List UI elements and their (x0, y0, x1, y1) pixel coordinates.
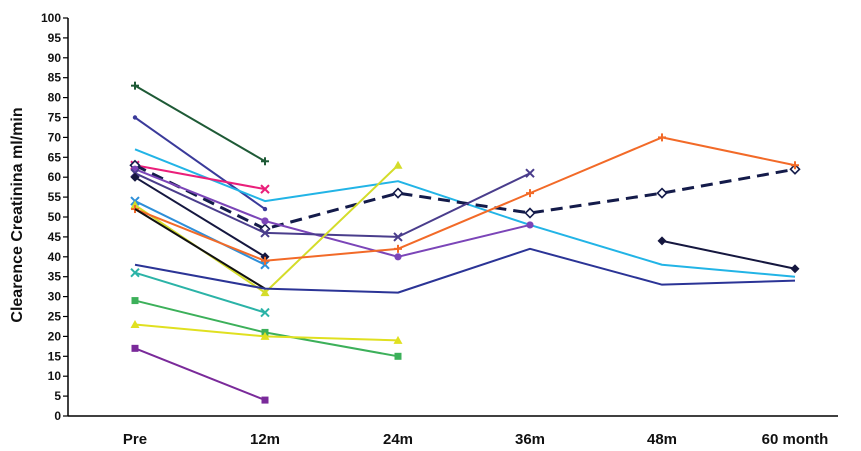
data-series (657, 236, 800, 274)
y-tick-label: 15 (48, 349, 62, 363)
series-line (134, 347, 266, 402)
y-axis-title: Clearence Creatinina ml/min (9, 107, 26, 322)
data-series (134, 148, 796, 278)
data-point (524, 207, 536, 219)
data-point (260, 288, 270, 297)
series-line (134, 176, 266, 258)
y-tick-label: 90 (48, 51, 62, 65)
series-line (134, 84, 266, 163)
data-point (130, 268, 140, 278)
series-line (134, 163, 796, 231)
x-axis-ticks: Pre 12m 24m 36m 48m 60 month (123, 431, 828, 448)
y-axis-ticks: 0 5 10 15 20 25 30 35 40 45 50 55 60 65 70 75 80 85 90 95 10… (41, 11, 68, 423)
y-tick-label: 60 (48, 170, 62, 184)
x-tick-label: Pre (123, 431, 147, 448)
x-tick-label: 48m (647, 431, 677, 448)
data-point (790, 264, 800, 274)
data-point (131, 81, 139, 90)
series-line (134, 164, 266, 191)
y-tick-label: 10 (48, 369, 62, 383)
y-tick-label: 55 (48, 190, 62, 204)
series-line (134, 271, 266, 314)
data-point (130, 200, 140, 209)
x-tick-label: 36m (515, 431, 545, 448)
y-tick-label: 70 (48, 130, 62, 144)
data-point (791, 161, 799, 170)
y-tick-label: 50 (48, 210, 62, 224)
y-tick-label: 30 (48, 290, 62, 304)
data-series (131, 344, 269, 404)
data-point (260, 228, 270, 238)
series-line (661, 239, 796, 270)
series-line (134, 148, 796, 278)
data-point (261, 256, 269, 265)
data-series (130, 319, 403, 344)
data-point (260, 331, 270, 340)
series-line (134, 116, 266, 210)
y-tick-label: 85 (48, 71, 62, 85)
data-series (131, 165, 534, 261)
data-point (130, 172, 140, 182)
data-point (394, 244, 402, 253)
data-point (261, 396, 269, 404)
y-tick-label: 75 (48, 111, 62, 125)
series-line (134, 247, 796, 294)
y-tick-label: 65 (48, 150, 62, 164)
data-point (132, 115, 138, 120)
series-line (134, 208, 266, 290)
y-tick-label: 35 (48, 270, 62, 284)
data-point (525, 168, 535, 178)
data-point (393, 335, 403, 344)
data-point (392, 187, 404, 199)
data-point (131, 344, 139, 352)
y-tick-label: 100 (41, 11, 61, 25)
data-point (262, 206, 268, 212)
x-tick-label: 60 month (762, 431, 829, 448)
data-series (130, 168, 535, 242)
series-group (129, 81, 801, 404)
y-tick-label: 0 (54, 409, 61, 423)
data-series (130, 196, 270, 270)
data-point (394, 253, 402, 261)
data-point (657, 236, 667, 246)
y-tick-label: 80 (48, 91, 62, 105)
data-point (260, 307, 270, 318)
x-tick-label: 12m (250, 431, 280, 448)
x-tick-label: 24m (383, 431, 413, 448)
data-point (658, 133, 666, 142)
data-point (394, 352, 402, 360)
series-line (134, 168, 531, 258)
data-point (260, 184, 270, 194)
y-tick-label: 25 (48, 310, 62, 324)
data-series (134, 208, 266, 290)
y-tick-label: 5 (54, 389, 61, 403)
data-series (129, 159, 801, 235)
data-series (130, 160, 403, 297)
data-series (131, 81, 269, 166)
data-point (261, 157, 269, 166)
series-line (134, 136, 796, 262)
data-point (393, 160, 403, 169)
data-series (132, 115, 268, 212)
data-point (393, 232, 403, 242)
series-line (134, 172, 531, 238)
data-point (130, 319, 140, 328)
y-tick-label: 20 (48, 329, 62, 343)
data-point (526, 221, 534, 229)
series-line (134, 200, 266, 266)
y-tick-label: 95 (48, 31, 62, 45)
data-point (261, 217, 269, 225)
data-point (656, 187, 668, 199)
data-series (131, 133, 799, 265)
data-point (131, 297, 139, 305)
y-tick-label: 45 (48, 230, 62, 244)
y-tick-label: 40 (48, 250, 62, 264)
data-series (134, 247, 796, 294)
data-series (130, 268, 270, 318)
data-point (526, 189, 534, 198)
